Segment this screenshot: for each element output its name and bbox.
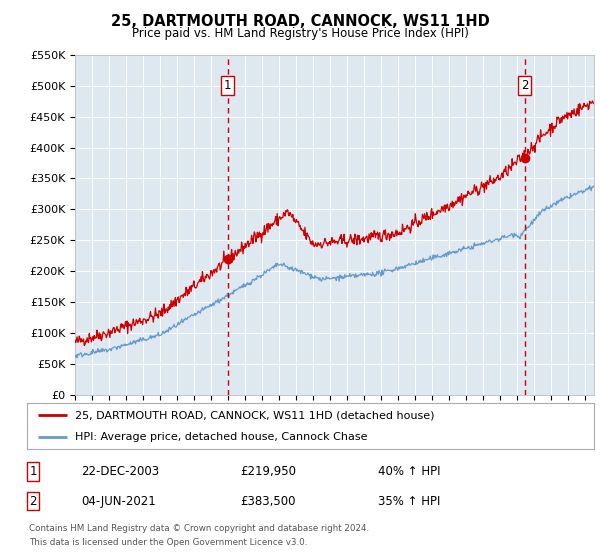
- Text: 2: 2: [521, 80, 529, 92]
- Text: Contains HM Land Registry data © Crown copyright and database right 2024.: Contains HM Land Registry data © Crown c…: [29, 524, 369, 533]
- Text: 2: 2: [29, 494, 37, 508]
- Text: This data is licensed under the Open Government Licence v3.0.: This data is licensed under the Open Gov…: [29, 538, 307, 547]
- Text: 22-DEC-2003: 22-DEC-2003: [81, 465, 159, 478]
- Text: 1: 1: [29, 465, 37, 478]
- Text: 25, DARTMOUTH ROAD, CANNOCK, WS11 1HD (detached house): 25, DARTMOUTH ROAD, CANNOCK, WS11 1HD (d…: [75, 410, 434, 420]
- Text: £219,950: £219,950: [240, 465, 296, 478]
- Text: 1: 1: [224, 80, 232, 92]
- Text: HPI: Average price, detached house, Cannock Chase: HPI: Average price, detached house, Cann…: [75, 432, 368, 442]
- Text: £383,500: £383,500: [240, 494, 296, 508]
- Text: 04-JUN-2021: 04-JUN-2021: [81, 494, 156, 508]
- Text: Price paid vs. HM Land Registry's House Price Index (HPI): Price paid vs. HM Land Registry's House …: [131, 27, 469, 40]
- Text: 40% ↑ HPI: 40% ↑ HPI: [378, 465, 440, 478]
- Text: 25, DARTMOUTH ROAD, CANNOCK, WS11 1HD: 25, DARTMOUTH ROAD, CANNOCK, WS11 1HD: [110, 14, 490, 29]
- Text: 35% ↑ HPI: 35% ↑ HPI: [378, 494, 440, 508]
